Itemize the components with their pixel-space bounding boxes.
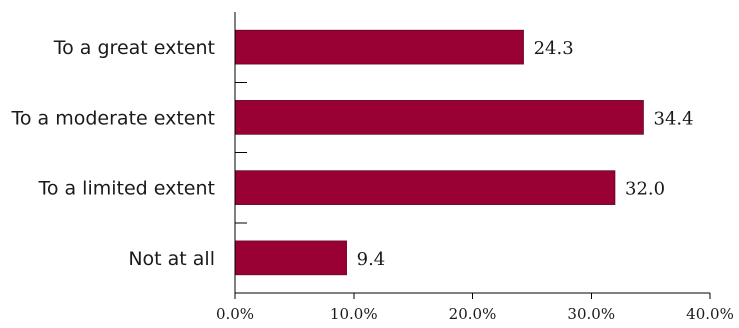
category-labels: To a great extent To a moderate extent To … — [11, 37, 215, 270]
category-label-4: Not at all — [128, 248, 215, 270]
value-labels: 24.3 34.4 32.0 9.4 — [357, 38, 694, 270]
value-label-4: 9.4 — [357, 249, 386, 270]
value-label-2: 34.4 — [654, 108, 694, 129]
x-tick-label-3: 20.0% — [449, 305, 497, 323]
category-label-3: To a limited extent — [37, 178, 215, 200]
category-label-2: To a moderate extent — [11, 107, 215, 129]
value-label-3: 32.0 — [625, 179, 665, 200]
category-label-1: To a great extent — [53, 37, 215, 59]
x-tick-label-1: 0.0% — [216, 305, 254, 323]
value-label-1: 24.3 — [534, 38, 574, 59]
x-tick-label-2: 10.0% — [330, 305, 378, 323]
bars — [234, 29, 644, 276]
bar-2 — [234, 100, 644, 135]
x-axis-ticks: 0.0% 10.0% 20.0% 30.0% 40.0% — [216, 293, 734, 323]
x-tick-label-5: 40.0% — [686, 305, 734, 323]
bar-4 — [234, 240, 347, 276]
bar-1 — [234, 29, 524, 65]
bar-3 — [234, 170, 616, 205]
x-tick-label-4: 30.0% — [567, 305, 615, 323]
